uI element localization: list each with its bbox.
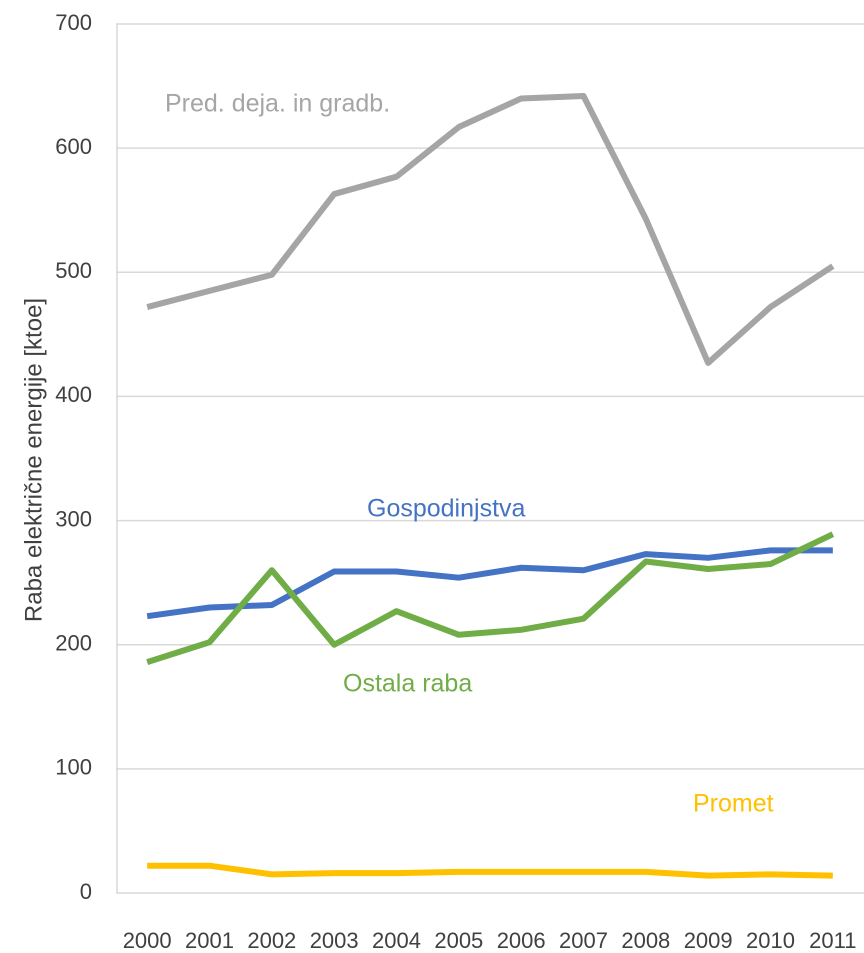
y-tick-label: 100 — [55, 755, 92, 780]
x-tick-label: 2000 — [123, 928, 172, 953]
x-tick-label: 2004 — [372, 928, 421, 953]
series-label: Ostala raba — [343, 670, 472, 698]
series-label: Gospodinjstva — [367, 495, 526, 523]
y-tick-label: 500 — [55, 258, 92, 283]
x-tick-label: 2009 — [684, 928, 733, 953]
x-tick-label: 2010 — [746, 928, 795, 953]
x-tick-label: 2008 — [621, 928, 670, 953]
y-axis-title: Raba električne energije [ktoe] — [20, 298, 47, 622]
series-line — [147, 862, 833, 879]
series-line — [146, 547, 833, 620]
y-tick-label: 700 — [55, 10, 92, 35]
x-tick-label: 2007 — [559, 928, 608, 953]
y-tick-label: 400 — [55, 382, 92, 407]
y-tick-label: 300 — [55, 506, 92, 531]
y-tick-label: 0 — [80, 879, 92, 904]
y-tick-label: 200 — [55, 631, 92, 656]
series-line — [146, 93, 835, 366]
x-tick-label: 2006 — [497, 928, 546, 953]
series-line — [146, 531, 835, 665]
x-tick-label: 2011 — [809, 928, 856, 953]
x-tick-label: 2001 — [185, 928, 234, 953]
x-tick-label: 2005 — [434, 928, 483, 953]
series-label: Pred. deja. in gradb. — [165, 90, 390, 118]
series-label: Promet — [693, 790, 774, 818]
x-tick-label: 2002 — [247, 928, 296, 953]
x-tick-label: 2003 — [310, 928, 359, 953]
y-tick-label: 600 — [55, 134, 92, 159]
